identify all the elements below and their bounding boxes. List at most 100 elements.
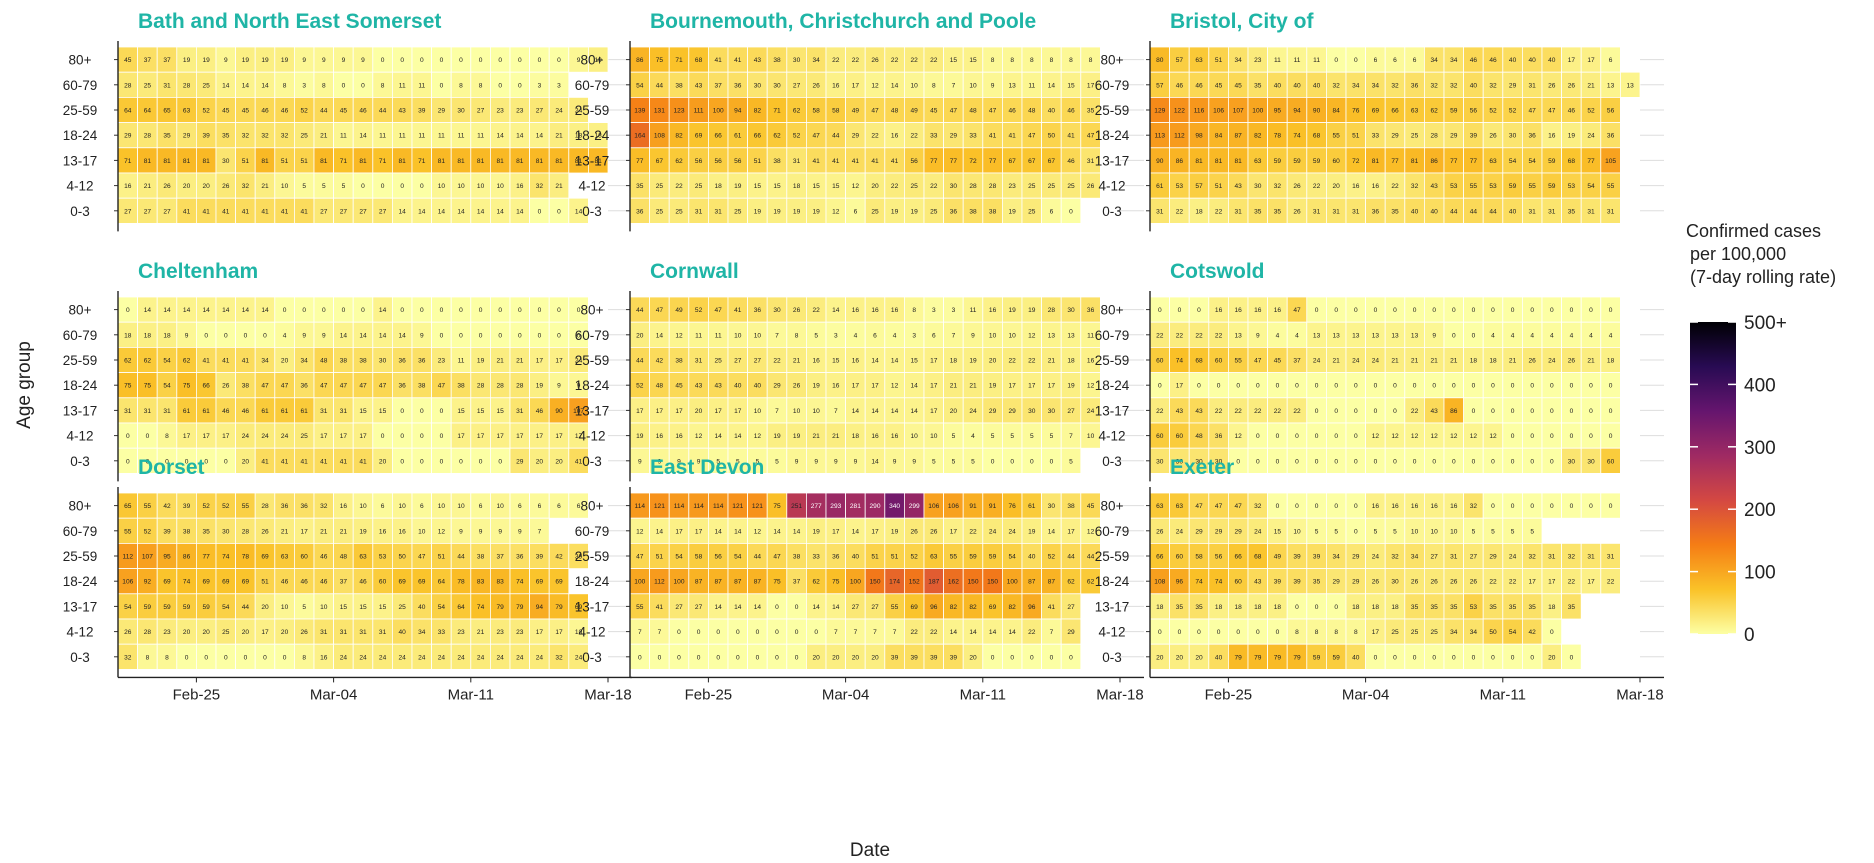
cell-value-label: 16 <box>516 183 524 190</box>
cell-value-label: 13 <box>1391 332 1399 339</box>
cell-value-label: 11 <box>399 133 406 140</box>
cell-value-label: 8 <box>302 654 306 661</box>
cell-value-label: 71 <box>675 57 683 64</box>
cell-value-label: 21 <box>497 358 505 365</box>
age-group-label: 60-79 <box>63 328 98 343</box>
cell-value-label: 74 <box>1176 358 1184 365</box>
cell-value-label: 66 <box>1235 554 1243 561</box>
cell-value-label: 22 <box>1215 332 1223 339</box>
cell-value-label: 18 <box>1548 604 1556 611</box>
cell-value-label: 24 <box>1352 358 1360 365</box>
cell-value-label: 38 <box>675 358 683 365</box>
cell-value-label: 23 <box>516 108 524 115</box>
cell-value-label: 18 <box>575 133 583 140</box>
cell-value-label: 21 <box>555 183 563 190</box>
cell-value-label: 77 <box>1391 158 1399 165</box>
cell-value-label: 150 <box>869 579 880 586</box>
cell-value-label: 19 <box>359 528 367 535</box>
age-group-label: 13-17 <box>1095 403 1130 418</box>
cell-value-label: 8 <box>1334 629 1338 636</box>
cell-value-label: 30 <box>1048 408 1056 415</box>
cell-value-label: 27 <box>1067 604 1075 611</box>
cell-value-label: 51 <box>1215 57 1223 64</box>
cell-value-label: 9 <box>361 57 365 64</box>
cell-value-label: 19 <box>773 433 781 440</box>
cell-value-label: 54 <box>734 554 742 561</box>
cell-value-label: 14 <box>340 332 348 339</box>
age-group-label: 18-24 <box>63 574 98 589</box>
cell-value-label: 81 <box>575 158 583 165</box>
cell-value-label: 45 <box>1235 82 1243 89</box>
cell-value-label: 14 <box>575 208 583 215</box>
cell-value-label: 41 <box>891 158 899 165</box>
cell-value-label: 54 <box>1587 183 1595 190</box>
cell-value-label: 34 <box>1470 629 1478 636</box>
cell-value-label: 69 <box>1372 108 1380 115</box>
cell-value-label: 0 <box>342 307 346 314</box>
age-group-label: 13-17 <box>575 153 610 168</box>
cell-value-label: 11 <box>1274 57 1281 64</box>
cell-value-label: 31 <box>695 208 703 215</box>
cell-value-label: 299 <box>909 503 920 510</box>
age-group-label: 13-17 <box>575 403 610 418</box>
cell-value-label: 11 <box>477 133 484 140</box>
cell-value-label: 50 <box>1048 133 1056 140</box>
age-group-label: 80+ <box>581 499 604 514</box>
cell-value-label: 13 <box>1352 332 1360 339</box>
cell-value-label: 47 <box>813 133 821 140</box>
cell-value-label: 19 <box>281 57 289 64</box>
cell-value-label: 21 <box>1431 358 1439 365</box>
age-group-label: 25-59 <box>63 549 98 564</box>
cell-value-label: 20 <box>852 654 860 661</box>
cell-value-label: 46 <box>1195 82 1203 89</box>
cell-value-label: 35 <box>1568 208 1576 215</box>
panels-layer: Bath and North East Somerset80+60-7925-5… <box>63 10 1664 703</box>
cell-value-label: 9 <box>479 528 483 535</box>
cell-value-label: 35 <box>1274 208 1282 215</box>
cell-value-label: 24 <box>1548 358 1556 365</box>
cell-value-label: 162 <box>948 579 959 586</box>
heatmap-cell <box>588 147 609 174</box>
cell-value-label: 95 <box>1274 108 1282 115</box>
cell-value-label: 0 <box>1217 383 1221 390</box>
cell-value-label: 34 <box>1450 57 1458 64</box>
cell-value-label: 29 <box>1009 408 1017 415</box>
cell-value-label: 0 <box>459 458 463 465</box>
cell-value-label: 14 <box>222 82 230 89</box>
cell-value-label: 27 <box>793 82 801 89</box>
cell-value-label: 62 <box>813 579 821 586</box>
cell-value-label: 22 <box>1411 408 1419 415</box>
cell-value-label: 0 <box>638 654 642 661</box>
age-group-label: 18-24 <box>575 128 610 143</box>
cell-value-label: 105 <box>1605 158 1616 165</box>
cell-value-label: 17 <box>301 528 309 535</box>
cell-value-label: 16 <box>852 307 860 314</box>
cell-value-label: 22 <box>1215 408 1223 415</box>
cell-value-label: 25 <box>656 183 664 190</box>
cell-value-label: 36 <box>1529 133 1537 140</box>
cell-value-label: 32 <box>1411 183 1419 190</box>
cell-value-label: 5 <box>1511 528 1515 535</box>
cell-value-label: 47 <box>773 554 781 561</box>
heatmap-cell <box>588 46 609 73</box>
cell-value-label: 0 <box>1432 383 1436 390</box>
cell-value-label: 63 <box>281 554 289 561</box>
cell-value-label: 41 <box>871 158 879 165</box>
cell-value-label: 94 <box>1293 108 1301 115</box>
cell-value-label: 47 <box>656 307 664 314</box>
cell-value-label: 22 <box>930 57 938 64</box>
cell-value-label: 17 <box>555 433 563 440</box>
cell-value-label: 64 <box>144 108 152 115</box>
cell-value-label: 21 <box>144 183 152 190</box>
cell-value-label: 52 <box>695 307 703 314</box>
cell-value-label: 53 <box>1489 183 1497 190</box>
cell-value-label: 26 <box>1568 358 1576 365</box>
cell-value-label: 174 <box>889 579 900 586</box>
cell-value-label: 10 <box>754 332 762 339</box>
cell-value-label: 33 <box>1372 133 1380 140</box>
cell-value-label: 10 <box>418 528 426 535</box>
cell-value-label: 6 <box>1393 57 1397 64</box>
cell-value-label: 20 <box>969 654 977 661</box>
cell-value-label: 36 <box>832 554 840 561</box>
cell-value-label: 0 <box>126 458 130 465</box>
